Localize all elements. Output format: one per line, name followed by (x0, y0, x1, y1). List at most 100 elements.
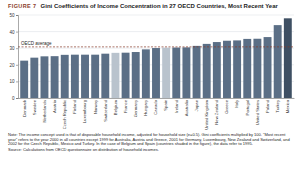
x-tick-label: Greece (224, 99, 229, 113)
x-tick: Japan (194, 98, 199, 111)
x-tick-label: Switzerland (103, 99, 108, 121)
y-tick-mark (16, 81, 18, 82)
x-tick: Czech Republic (62, 98, 67, 129)
x-tick: Sweden (32, 98, 37, 115)
bar (253, 39, 261, 98)
x-tick-label: Portugal (245, 100, 250, 116)
x-tick: Ireland (174, 98, 179, 113)
bar (213, 42, 221, 98)
y-tick-label: 0 (12, 96, 15, 101)
title: Gini Coefficients of Income Concentratio… (41, 3, 279, 9)
grid (18, 15, 294, 98)
x-tick: United States (255, 98, 260, 125)
y-tick-mark (16, 15, 18, 16)
y-axis: 0 10 20 30 40 50 (9, 13, 18, 101)
x-tick: Finland (72, 98, 77, 114)
x-tick: Germany (133, 98, 138, 117)
x-tick-label: Sweden (32, 99, 37, 115)
bar (122, 53, 130, 98)
y-tick-mark (16, 98, 18, 99)
x-tick: Turkey (275, 98, 280, 113)
x-tick-label: Spain (163, 99, 168, 110)
x-tick: Poland (265, 98, 270, 113)
x-tick-label: Austria (52, 99, 57, 113)
bar (172, 48, 180, 98)
bar (20, 61, 28, 98)
bar (30, 58, 38, 98)
bar (264, 37, 272, 98)
y-tick: 50 (9, 13, 18, 18)
x-axis: Denmark Sweden Netherlands Austria Czech Rep… (19, 98, 295, 130)
x-tick: Greece (224, 98, 229, 114)
bars (20, 18, 292, 98)
x-tick: Portugal (245, 98, 250, 116)
x-tick: New Zealand (214, 98, 219, 125)
bar (71, 55, 79, 98)
x-tick: France (123, 98, 128, 113)
note: Note: The income concept used is that of… (8, 132, 290, 147)
x-tick-label: Poland (265, 99, 270, 113)
bar (193, 46, 201, 98)
x-tick-label: Australia (184, 99, 189, 116)
bar (101, 54, 109, 98)
y-tick-label: 50 (9, 13, 15, 18)
y-tick: 0 (12, 96, 18, 101)
x-tick-label: Hungary (143, 99, 148, 116)
x-tick-label: Netherlands (42, 100, 47, 123)
x-tick-label: United States (255, 100, 260, 125)
y-tick-mark (16, 65, 18, 66)
y-tick-mark (16, 32, 18, 33)
x-tick-label: Luxembourg (82, 99, 87, 123)
figure-label: FIGURE 7 (8, 3, 37, 9)
x-tick-label: United Kingdom (204, 99, 209, 129)
y-tick: 20 (9, 63, 18, 68)
x-tick: Belgium (113, 98, 118, 115)
bar (61, 55, 69, 98)
bar (81, 55, 89, 98)
bar (91, 55, 99, 98)
x-tick: Luxembourg (82, 98, 87, 123)
y-tick-label: 40 (9, 30, 15, 35)
x-tick-label: Belgium (113, 100, 118, 116)
x-tick-label: Finland (72, 99, 77, 113)
bar (111, 53, 119, 98)
x-tick: Denmark (22, 98, 27, 117)
x-tick: Switzerland (103, 98, 108, 122)
y-tick-mark (16, 48, 18, 49)
y-tick: 30 (9, 46, 18, 51)
reference (18, 46, 294, 47)
x-tick-label: Italy (234, 99, 239, 108)
bar (243, 39, 251, 98)
y-tick: 40 (9, 30, 18, 35)
x-tick-label: New Zealand (214, 99, 219, 124)
x-tick-label: Ireland (174, 99, 179, 112)
source: Source: Calculations from OECD questionn… (8, 147, 159, 152)
bar (162, 48, 170, 98)
bar (152, 48, 160, 98)
bar (223, 41, 231, 98)
y-tick-label: 30 (9, 46, 15, 51)
grid-line (18, 15, 294, 16)
x-tick-label: Denmark (22, 99, 27, 117)
y-tick-label: 20 (9, 63, 15, 68)
bar (274, 25, 282, 98)
bar (51, 56, 59, 98)
x-tick-label: Germany (133, 99, 138, 117)
x-tick: Spain (163, 98, 168, 111)
chart: FIGURE 7 Gini Coefficients of Income Conc… (0, 0, 300, 186)
x-tick: Australia (184, 98, 189, 116)
x-tick: Canada (153, 98, 158, 115)
bar (233, 40, 241, 98)
x-tick-label: France (123, 99, 128, 113)
y-tick: 10 (9, 79, 18, 84)
y-axis-line (16, 16, 19, 99)
x-axis-line (19, 98, 295, 99)
x-tick-label: Japan (194, 99, 199, 111)
x-tick-label: Czech Republic (62, 100, 67, 129)
bar (182, 47, 190, 98)
x-tick: Netherlands (42, 98, 47, 123)
grid-line (18, 31, 294, 32)
bar (132, 52, 140, 98)
x-tick: Hungary (143, 98, 148, 116)
bar (284, 18, 292, 98)
